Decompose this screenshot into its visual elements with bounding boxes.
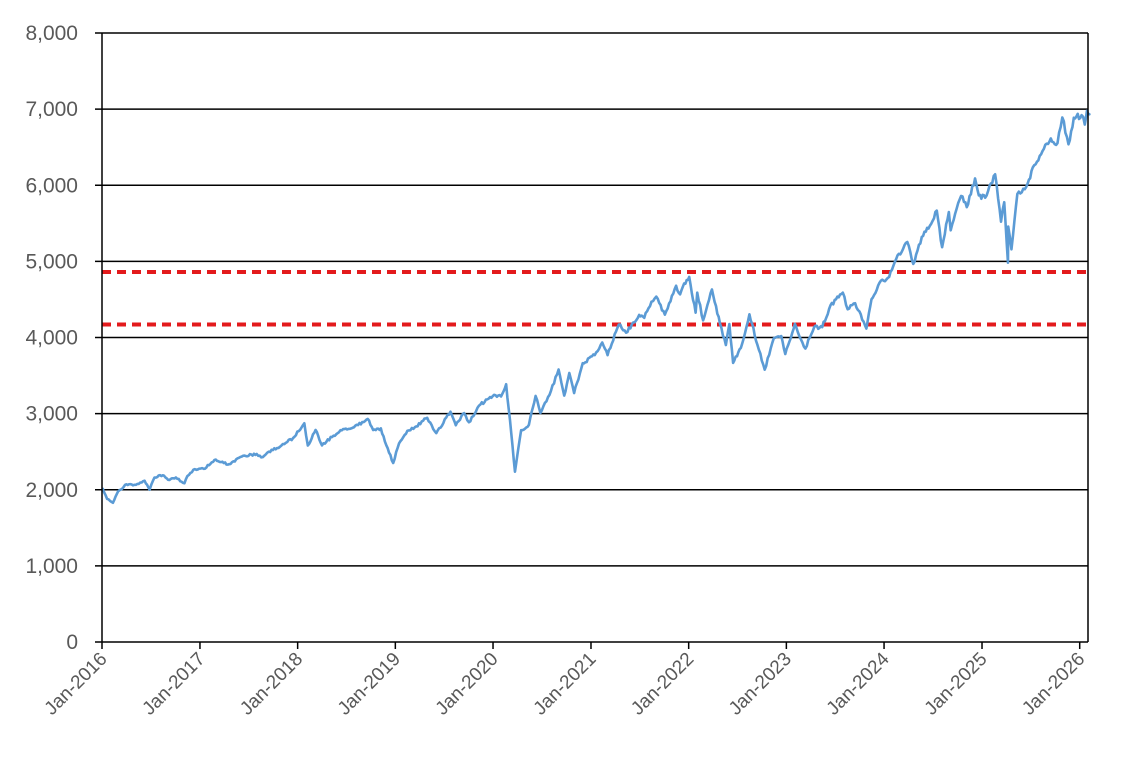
y-tick-label: 8,000 <box>25 22 78 45</box>
y-tick-label: 2,000 <box>25 479 78 502</box>
y-axis-tick-labels: 0 1,000 2,000 3,000 4,000 5,000 6,000 7,000 8,00… <box>25 22 102 654</box>
x-tick-label: Jan-2026 <box>1018 649 1089 720</box>
series-layer <box>101 109 1091 505</box>
x-tick-label: Jan-2022 <box>627 649 698 720</box>
x-tick-label: Jan-2021 <box>530 649 601 720</box>
y-tick-label: 4,000 <box>25 327 78 350</box>
x-tick-label: Jan-2023 <box>725 649 796 720</box>
x-tick-label: Jan-2018 <box>236 649 307 720</box>
y-tick-label: 3,000 <box>25 403 78 426</box>
y-tick-label: 6,000 <box>25 174 78 197</box>
y-tick-label: 5,000 <box>25 250 78 273</box>
x-tick-label: Jan-2016 <box>41 649 112 720</box>
x-tick-label: Jan-2025 <box>921 649 992 720</box>
reference-lines <box>102 270 1088 327</box>
x-tick-label: Jan-2024 <box>823 648 894 719</box>
y-tick-label: 0 <box>66 631 78 654</box>
y-tick-label: 7,000 <box>25 98 78 121</box>
series-line <box>101 109 1091 505</box>
y-tick-label: 1,000 <box>25 555 78 578</box>
x-tick-label: Jan-2017 <box>139 649 210 720</box>
x-tick-label: Jan-2019 <box>334 649 405 720</box>
gridlines <box>102 32 1088 567</box>
x-tick-label: Jan-2020 <box>432 649 503 720</box>
x-axis-tick-labels: Jan-2016 Jan-2017 Jan-2018 Jan-2019 Jan-2020… <box>41 642 1089 720</box>
